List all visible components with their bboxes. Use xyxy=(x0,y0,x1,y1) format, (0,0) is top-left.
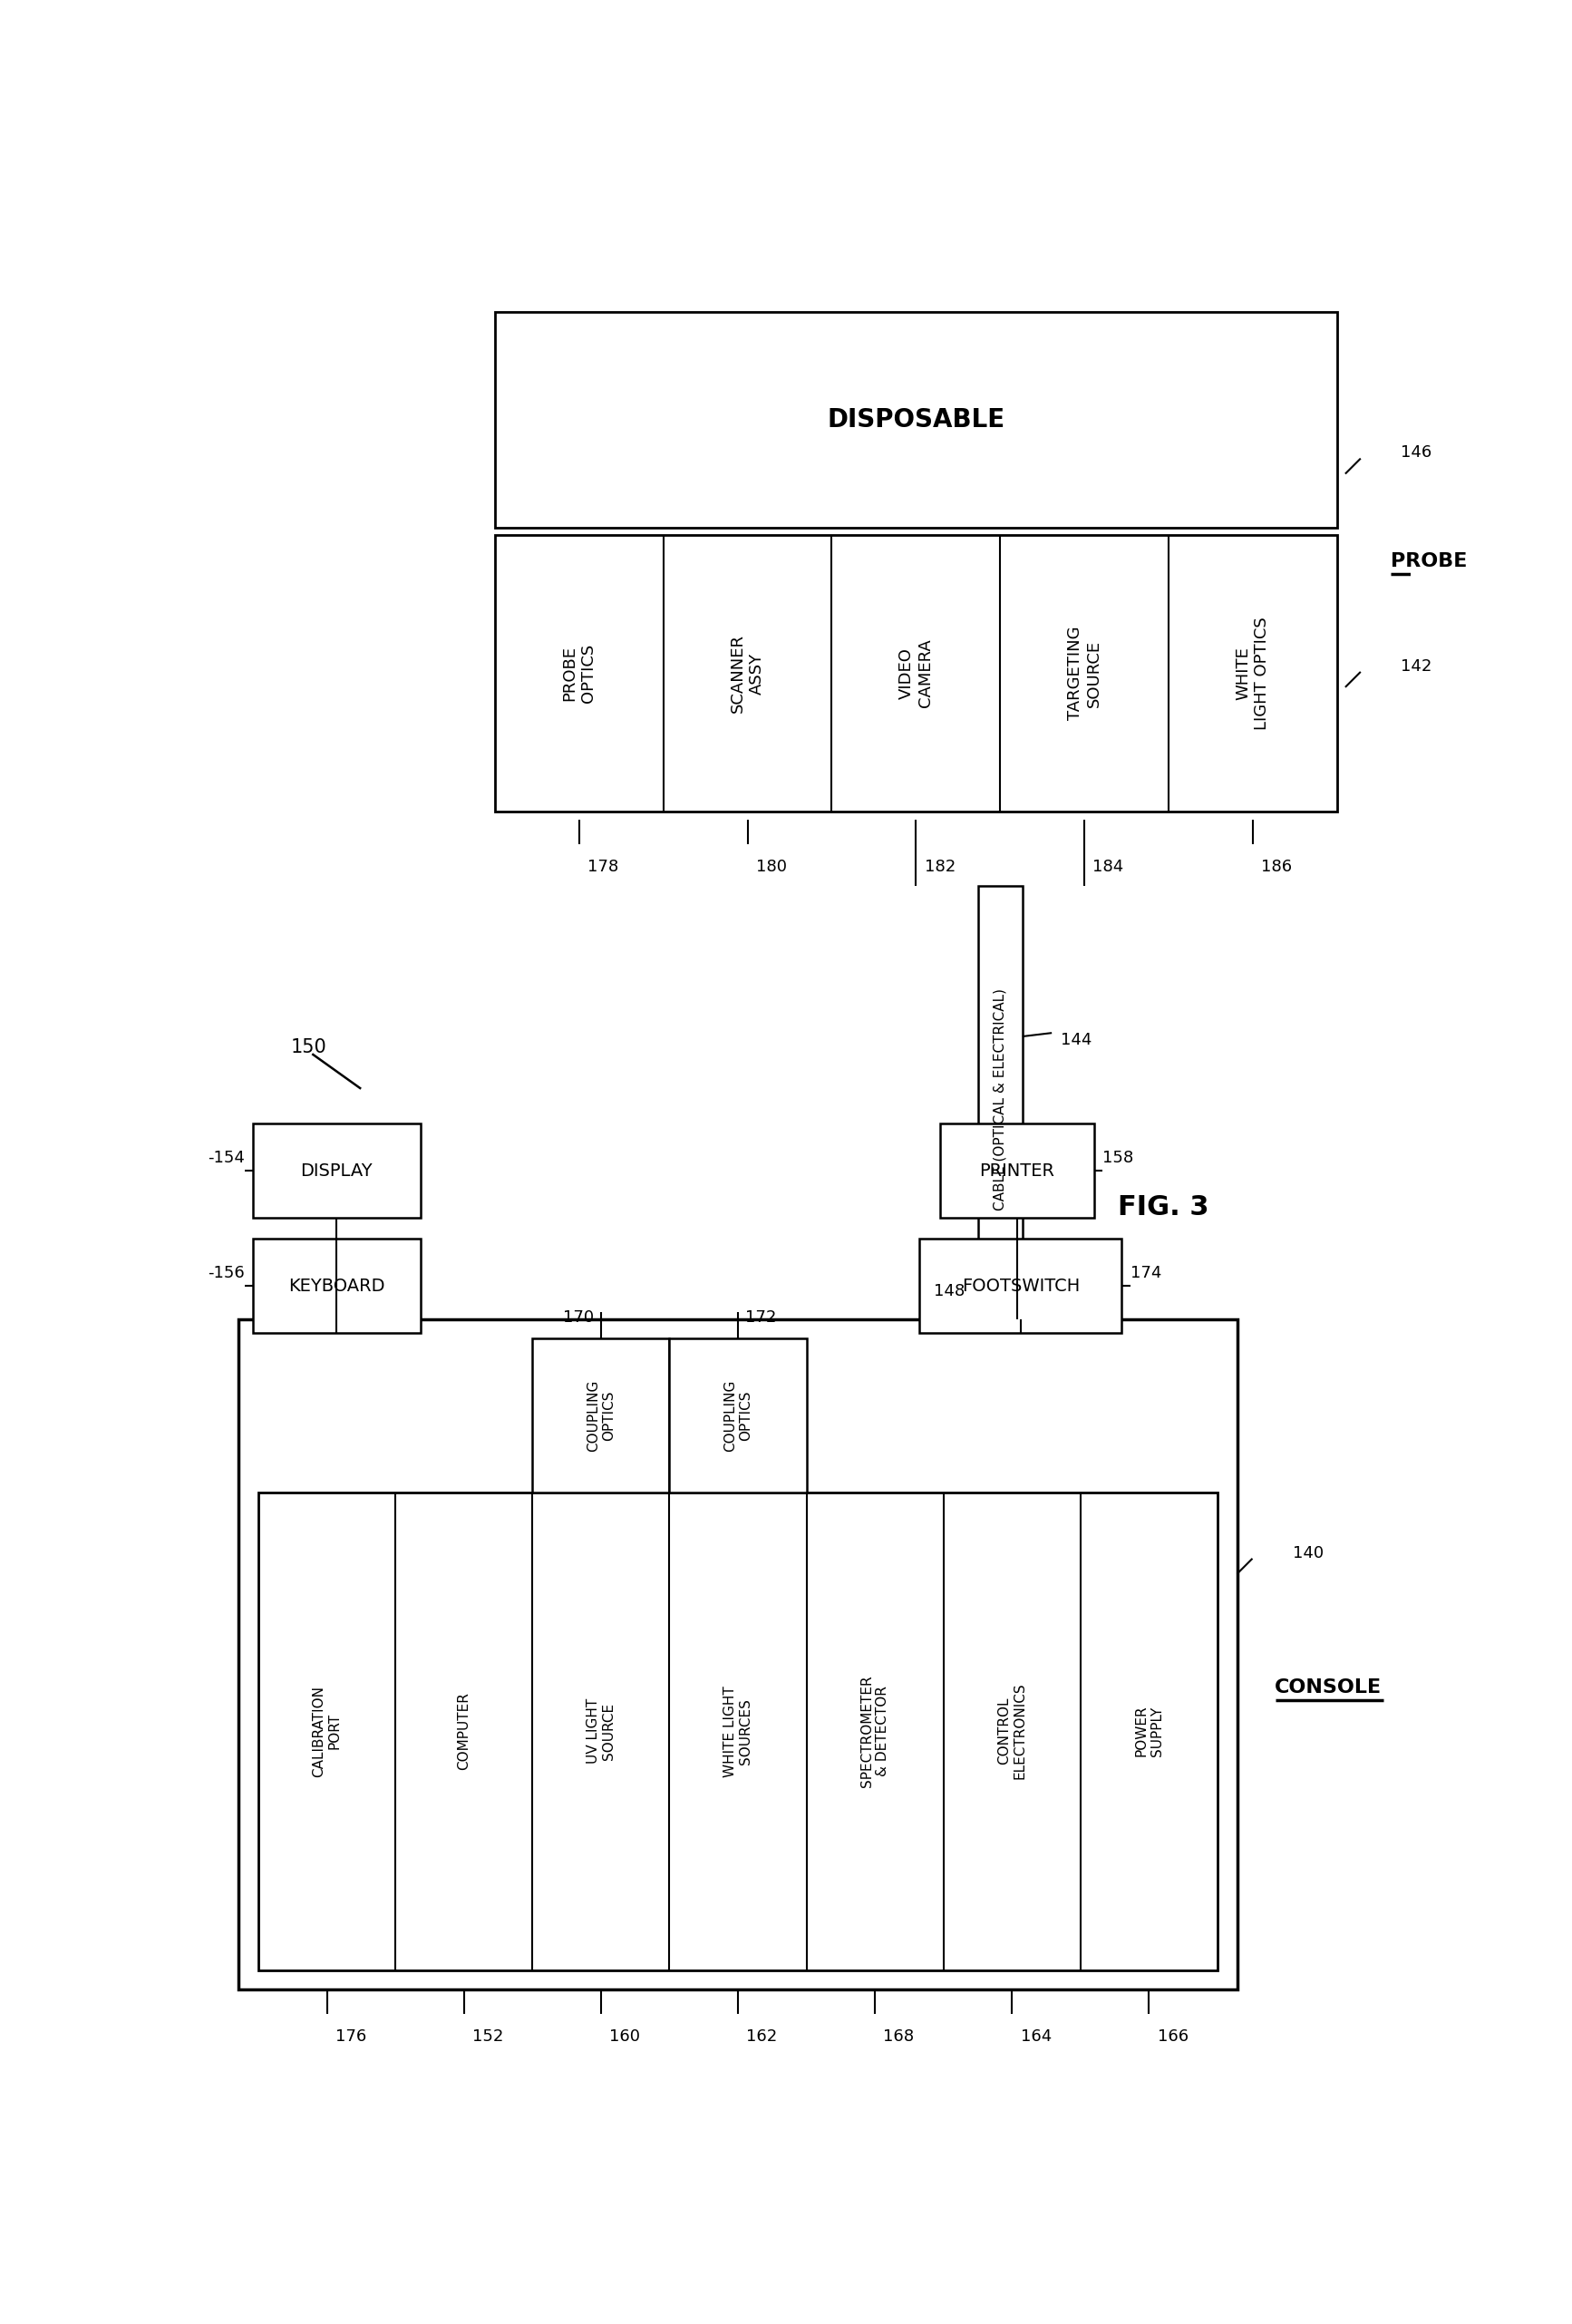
Text: 162: 162 xyxy=(747,2029,778,2045)
Bar xyxy=(940,1125,1094,1218)
Text: CALIBRATION
PORT: CALIBRATION PORT xyxy=(313,1685,341,1778)
Text: TARGETING
SOURCE: TARGETING SOURCE xyxy=(1067,627,1102,720)
Text: -154: -154 xyxy=(208,1150,244,1167)
Text: WHITE LIGHT
SOURCES: WHITE LIGHT SOURCES xyxy=(723,1685,753,1778)
Text: DISPLAY: DISPLAY xyxy=(300,1162,373,1181)
Text: FOOTSWITCH: FOOTSWITCH xyxy=(962,1278,1080,1294)
Bar xyxy=(670,1339,806,1492)
Text: 172: 172 xyxy=(745,1311,777,1327)
Text: KEYBOARD: KEYBOARD xyxy=(288,1278,385,1294)
Text: CONTROL
ELECTRONICS: CONTROL ELECTRONICS xyxy=(997,1683,1027,1780)
Text: COMPUTER: COMPUTER xyxy=(457,1692,470,1771)
Text: COUPLING
OPTICS: COUPLING OPTICS xyxy=(586,1380,616,1452)
Text: 142: 142 xyxy=(1401,658,1432,674)
Text: PRINTER: PRINTER xyxy=(979,1162,1055,1181)
Text: 182: 182 xyxy=(924,858,956,874)
Text: WHITE
LIGHT OPTICS: WHITE LIGHT OPTICS xyxy=(1236,616,1270,730)
Text: COUPLING
OPTICS: COUPLING OPTICS xyxy=(723,1380,753,1452)
Text: PROBE
OPTICS: PROBE OPTICS xyxy=(561,644,597,702)
Text: 178: 178 xyxy=(588,858,619,874)
Bar xyxy=(239,1320,1237,1989)
Text: 180: 180 xyxy=(756,858,786,874)
Text: 184: 184 xyxy=(1093,858,1124,874)
Text: 158: 158 xyxy=(1102,1150,1133,1167)
Text: 148: 148 xyxy=(934,1283,965,1299)
Text: 150: 150 xyxy=(291,1039,327,1055)
Text: 146: 146 xyxy=(1401,444,1432,460)
Text: CONSOLE: CONSOLE xyxy=(1275,1678,1382,1697)
Text: 174: 174 xyxy=(1130,1264,1162,1281)
Bar xyxy=(533,1339,670,1492)
Text: 164: 164 xyxy=(1020,2029,1052,2045)
Text: DISPOSABLE: DISPOSABLE xyxy=(827,407,1005,432)
Text: 144: 144 xyxy=(1061,1032,1093,1048)
Text: SCANNER
ASSY: SCANNER ASSY xyxy=(729,634,766,713)
Bar xyxy=(253,1125,420,1218)
Text: 176: 176 xyxy=(335,2029,366,2045)
Bar xyxy=(495,535,1336,811)
Text: 168: 168 xyxy=(883,2029,915,2045)
Text: -156: -156 xyxy=(208,1264,244,1281)
Text: PROBE: PROBE xyxy=(1391,553,1467,572)
Text: FIG. 3: FIG. 3 xyxy=(1118,1195,1209,1220)
Bar xyxy=(978,885,1022,1313)
Text: SPECTROMETER
& DETECTOR: SPECTROMETER & DETECTOR xyxy=(860,1676,890,1787)
Text: 170: 170 xyxy=(563,1311,594,1327)
Text: 160: 160 xyxy=(610,2029,640,2045)
Text: 152: 152 xyxy=(472,2029,503,2045)
Text: 140: 140 xyxy=(1292,1545,1324,1562)
Bar xyxy=(258,1492,1217,1971)
Text: 186: 186 xyxy=(1261,858,1292,874)
Text: CABLE (OPTICAL & ELECTRICAL): CABLE (OPTICAL & ELECTRICAL) xyxy=(994,988,1008,1211)
Text: VIDEO
CAMERA: VIDEO CAMERA xyxy=(898,639,934,709)
Text: UV LIGHT
SOURCE: UV LIGHT SOURCE xyxy=(586,1699,616,1764)
Text: POWER
SUPPLY: POWER SUPPLY xyxy=(1135,1706,1163,1757)
Bar xyxy=(920,1239,1122,1334)
Text: 166: 166 xyxy=(1157,2029,1188,2045)
Bar xyxy=(495,311,1336,528)
Bar xyxy=(253,1239,420,1334)
